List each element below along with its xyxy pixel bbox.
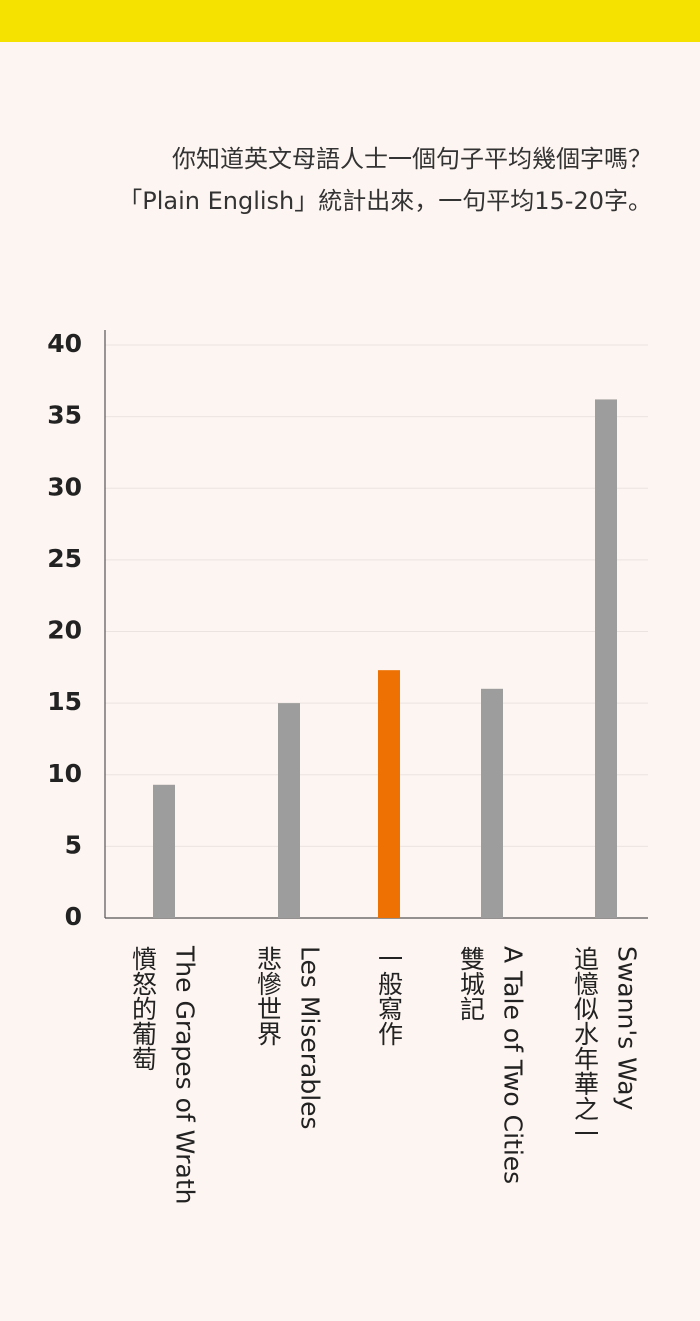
subtitle: 你知道英文母語人士一個句子平均幾個字嗎？	[172, 145, 652, 173]
subtitle: 「Plain English」統計出來，一句平均15-20字。	[118, 187, 652, 215]
y-tick-label: 25	[47, 544, 82, 573]
y-tick-label: 15	[47, 687, 82, 716]
bar	[378, 670, 400, 918]
y-tick-label: 30	[47, 472, 82, 501]
y-tick-label: 20	[47, 616, 82, 645]
x-tick-label: 悲慘世界	[254, 946, 283, 1046]
bar	[481, 688, 503, 918]
bar	[595, 399, 617, 918]
y-tick-label: 40	[47, 329, 82, 358]
x-tick-label: Swann's Way	[613, 946, 642, 1111]
y-tick-label: 0	[65, 902, 82, 931]
bar	[278, 703, 300, 918]
x-tick-label: The Grapes of Wrath	[171, 945, 200, 1205]
top-bar	[0, 0, 700, 42]
x-tick-label: 憤怒的葡萄	[129, 946, 158, 1071]
x-tick-label: Les Miserables	[296, 946, 325, 1130]
x-tick-label: 追憶似水年華之一	[571, 946, 600, 1146]
x-tick-label: 一般寫作	[375, 946, 404, 1046]
x-tick-label: 雙城記	[457, 946, 486, 1021]
y-tick-label: 5	[65, 830, 82, 859]
y-tick-label: 10	[47, 759, 82, 788]
y-tick-label: 35	[47, 401, 82, 430]
x-tick-label: A Tale of Two Cities	[499, 946, 528, 1184]
bar	[153, 784, 175, 918]
